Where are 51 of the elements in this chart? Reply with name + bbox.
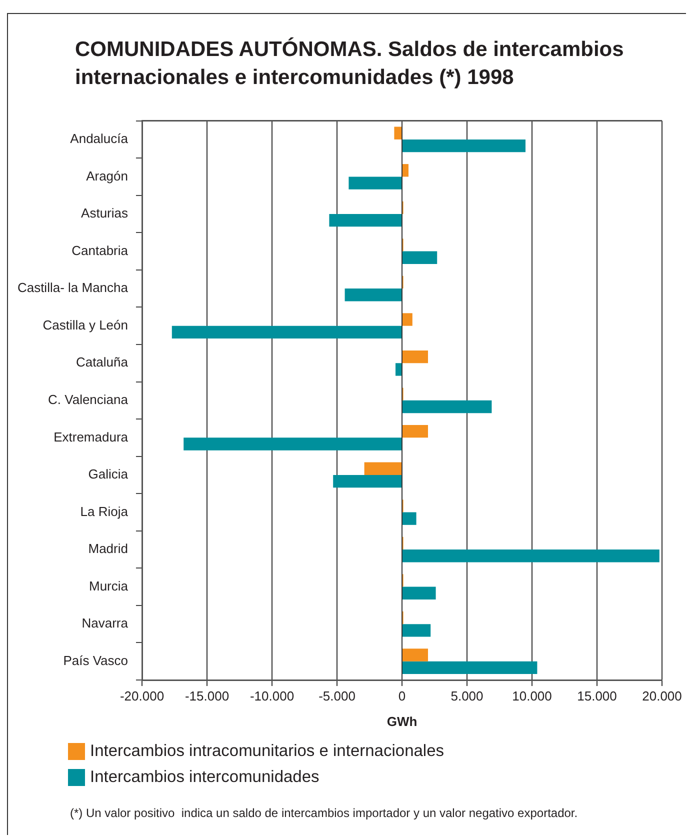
x-tick-label: 5.000 (450, 688, 484, 704)
bar (333, 474, 402, 488)
y-tick-label: Galicia (88, 466, 129, 482)
bar (329, 214, 402, 227)
bar (402, 350, 428, 364)
bar (184, 438, 402, 450)
y-tick-label: Murcia (88, 578, 129, 594)
bar (364, 462, 402, 475)
x-tick-label: -20.000 (120, 688, 164, 704)
bar (344, 288, 402, 302)
x-tick-label: 10.000 (512, 688, 552, 704)
legend-label: Intercambios intercomunidades (90, 768, 320, 786)
y-tick-label: Aragón (86, 168, 128, 184)
y-tick-label: Andalucía (70, 131, 129, 146)
y-tick-label: Cantabria (72, 242, 129, 258)
x-tick-label: 0 (398, 688, 406, 704)
y-tick-label: La Rioja (80, 504, 129, 519)
text: (*) Un valor positivo indica un saldo de intercambios importador y un valor negativo exportador. (70, 806, 578, 820)
bar (402, 648, 428, 662)
bar (172, 326, 402, 339)
bar (402, 425, 428, 438)
x-axis-title: GWh (386, 714, 418, 729)
x-tick-label: -5.000 (318, 688, 356, 704)
bar (396, 363, 402, 376)
y-tick-label: Navarra (82, 616, 129, 631)
y-tick-label: Castilla- la Mancha (17, 280, 129, 296)
x-tick-label: 15.000 (577, 688, 617, 704)
chart-title: COMUNIDADES AUTÓNOMAS. Saldos de intercambios internacionales e intercomunidades (*) 1998 (75, 36, 625, 91)
bar (402, 624, 431, 637)
legend-label: Intercambios intracomunitarios e internacionales (90, 742, 444, 760)
x-tick-label: -10.000 (250, 688, 294, 704)
x-tick-label: 20.000 (642, 688, 682, 704)
y-tick-label: Cataluña (76, 354, 129, 370)
bar (394, 126, 402, 140)
bar (402, 313, 412, 326)
y-tick-label: País Vasco (63, 652, 128, 668)
bar (402, 550, 660, 562)
bar (348, 176, 402, 190)
bar (402, 586, 436, 600)
y-tick-label: Asturias (81, 206, 128, 221)
bar (402, 139, 526, 152)
y-tick-label: Castilla y León (42, 317, 128, 332)
bar (402, 164, 408, 177)
bar (402, 512, 416, 525)
bar (402, 400, 492, 414)
bar (402, 251, 438, 264)
bar (402, 661, 538, 674)
y-tick-label: Extremadura (54, 429, 129, 444)
x-tick-label: -15.000 (184, 688, 230, 704)
y-tick-label: C. Valenciana (48, 392, 129, 407)
y-tick-label: Madrid (88, 541, 128, 556)
